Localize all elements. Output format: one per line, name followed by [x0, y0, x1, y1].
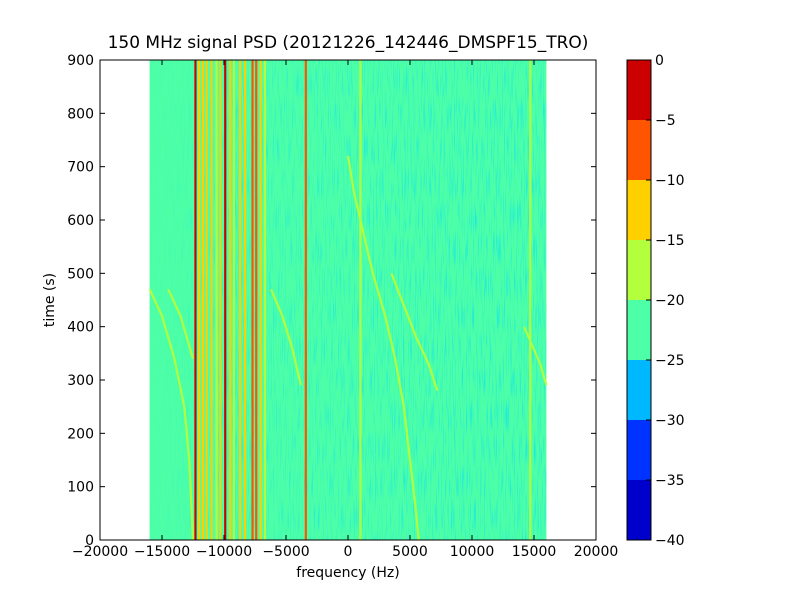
- x-tick-label: −15000: [134, 544, 190, 560]
- colorbar-tick-label: −15: [655, 233, 685, 249]
- y-tick-label: 900: [67, 53, 94, 69]
- colorbar-tick-label: −10: [655, 173, 685, 189]
- signal-trace-curve: [270, 288, 302, 386]
- colorbar-segment: [627, 300, 651, 360]
- x-tick-label: 10000: [450, 544, 495, 560]
- signal-trace-curve: [523, 326, 548, 386]
- signal-trace-curve: [346, 155, 420, 540]
- colorbar-segment: [627, 60, 651, 120]
- colorbar-segment: [627, 360, 651, 420]
- y-tick-label: 400: [67, 320, 94, 336]
- y-tick-label: 300: [67, 373, 94, 389]
- y-tick-label: 700: [67, 160, 94, 176]
- x-tick-label: 5000: [392, 544, 428, 560]
- x-axis-label: frequency (Hz): [296, 565, 399, 581]
- y-tick-label: 100: [67, 480, 94, 496]
- signal-trace-curve: [167, 288, 195, 360]
- y-tick-label: 200: [67, 426, 94, 442]
- chart-title: 150 MHz signal PSD (20121226_142446_DMSP…: [108, 33, 589, 53]
- colorbar-segment: [627, 180, 651, 240]
- y-tick-label: 0: [85, 533, 94, 549]
- x-tick-label: 0: [344, 544, 353, 560]
- x-tick-label: 20000: [574, 544, 619, 560]
- y-axis: 0 100 200 300 400 500 600 700 800 900: [67, 53, 596, 549]
- colorbar-tick-label: −25: [655, 353, 685, 369]
- plot-area: [148, 60, 548, 540]
- colorbar-segment: [627, 240, 651, 300]
- colorbar-segment: [627, 480, 651, 540]
- x-tick-label: −10000: [196, 544, 252, 560]
- colorbar-tick-label: −20: [655, 293, 685, 309]
- colorbar-tick-label: −5: [655, 113, 676, 129]
- colorbar-tick-label: −35: [655, 473, 685, 489]
- signal-trace-curve: [148, 288, 195, 540]
- colorbar-tick-label: −40: [655, 533, 685, 549]
- y-axis-label: time (s): [42, 273, 58, 327]
- heatmap-noise-texture: [149, 60, 547, 540]
- x-tick-label: −5000: [262, 544, 309, 560]
- colorbar-tick-label: 0: [655, 53, 664, 69]
- signal-trace-curve: [390, 272, 439, 392]
- y-tick-label: 800: [67, 106, 94, 122]
- colorbar-segment: [627, 420, 651, 480]
- x-tick-label: −20000: [72, 544, 128, 560]
- heatmap-curves: [148, 155, 548, 540]
- x-axis: −20000 −15000 −10000 −5000 0 5000 10000 15000 20…: [72, 60, 618, 560]
- colorbar-segment: [627, 120, 651, 180]
- heatmap-vertical-lines: [194, 60, 532, 540]
- x-tick-label: 15000: [512, 544, 557, 560]
- y-tick-label: 500: [67, 266, 94, 282]
- y-tick-label: 600: [67, 213, 94, 229]
- colorbar: −40 −35 −30 −25 −20 −15 −10 −5 0: [626, 53, 685, 549]
- colorbar-tick-label: −30: [655, 413, 685, 429]
